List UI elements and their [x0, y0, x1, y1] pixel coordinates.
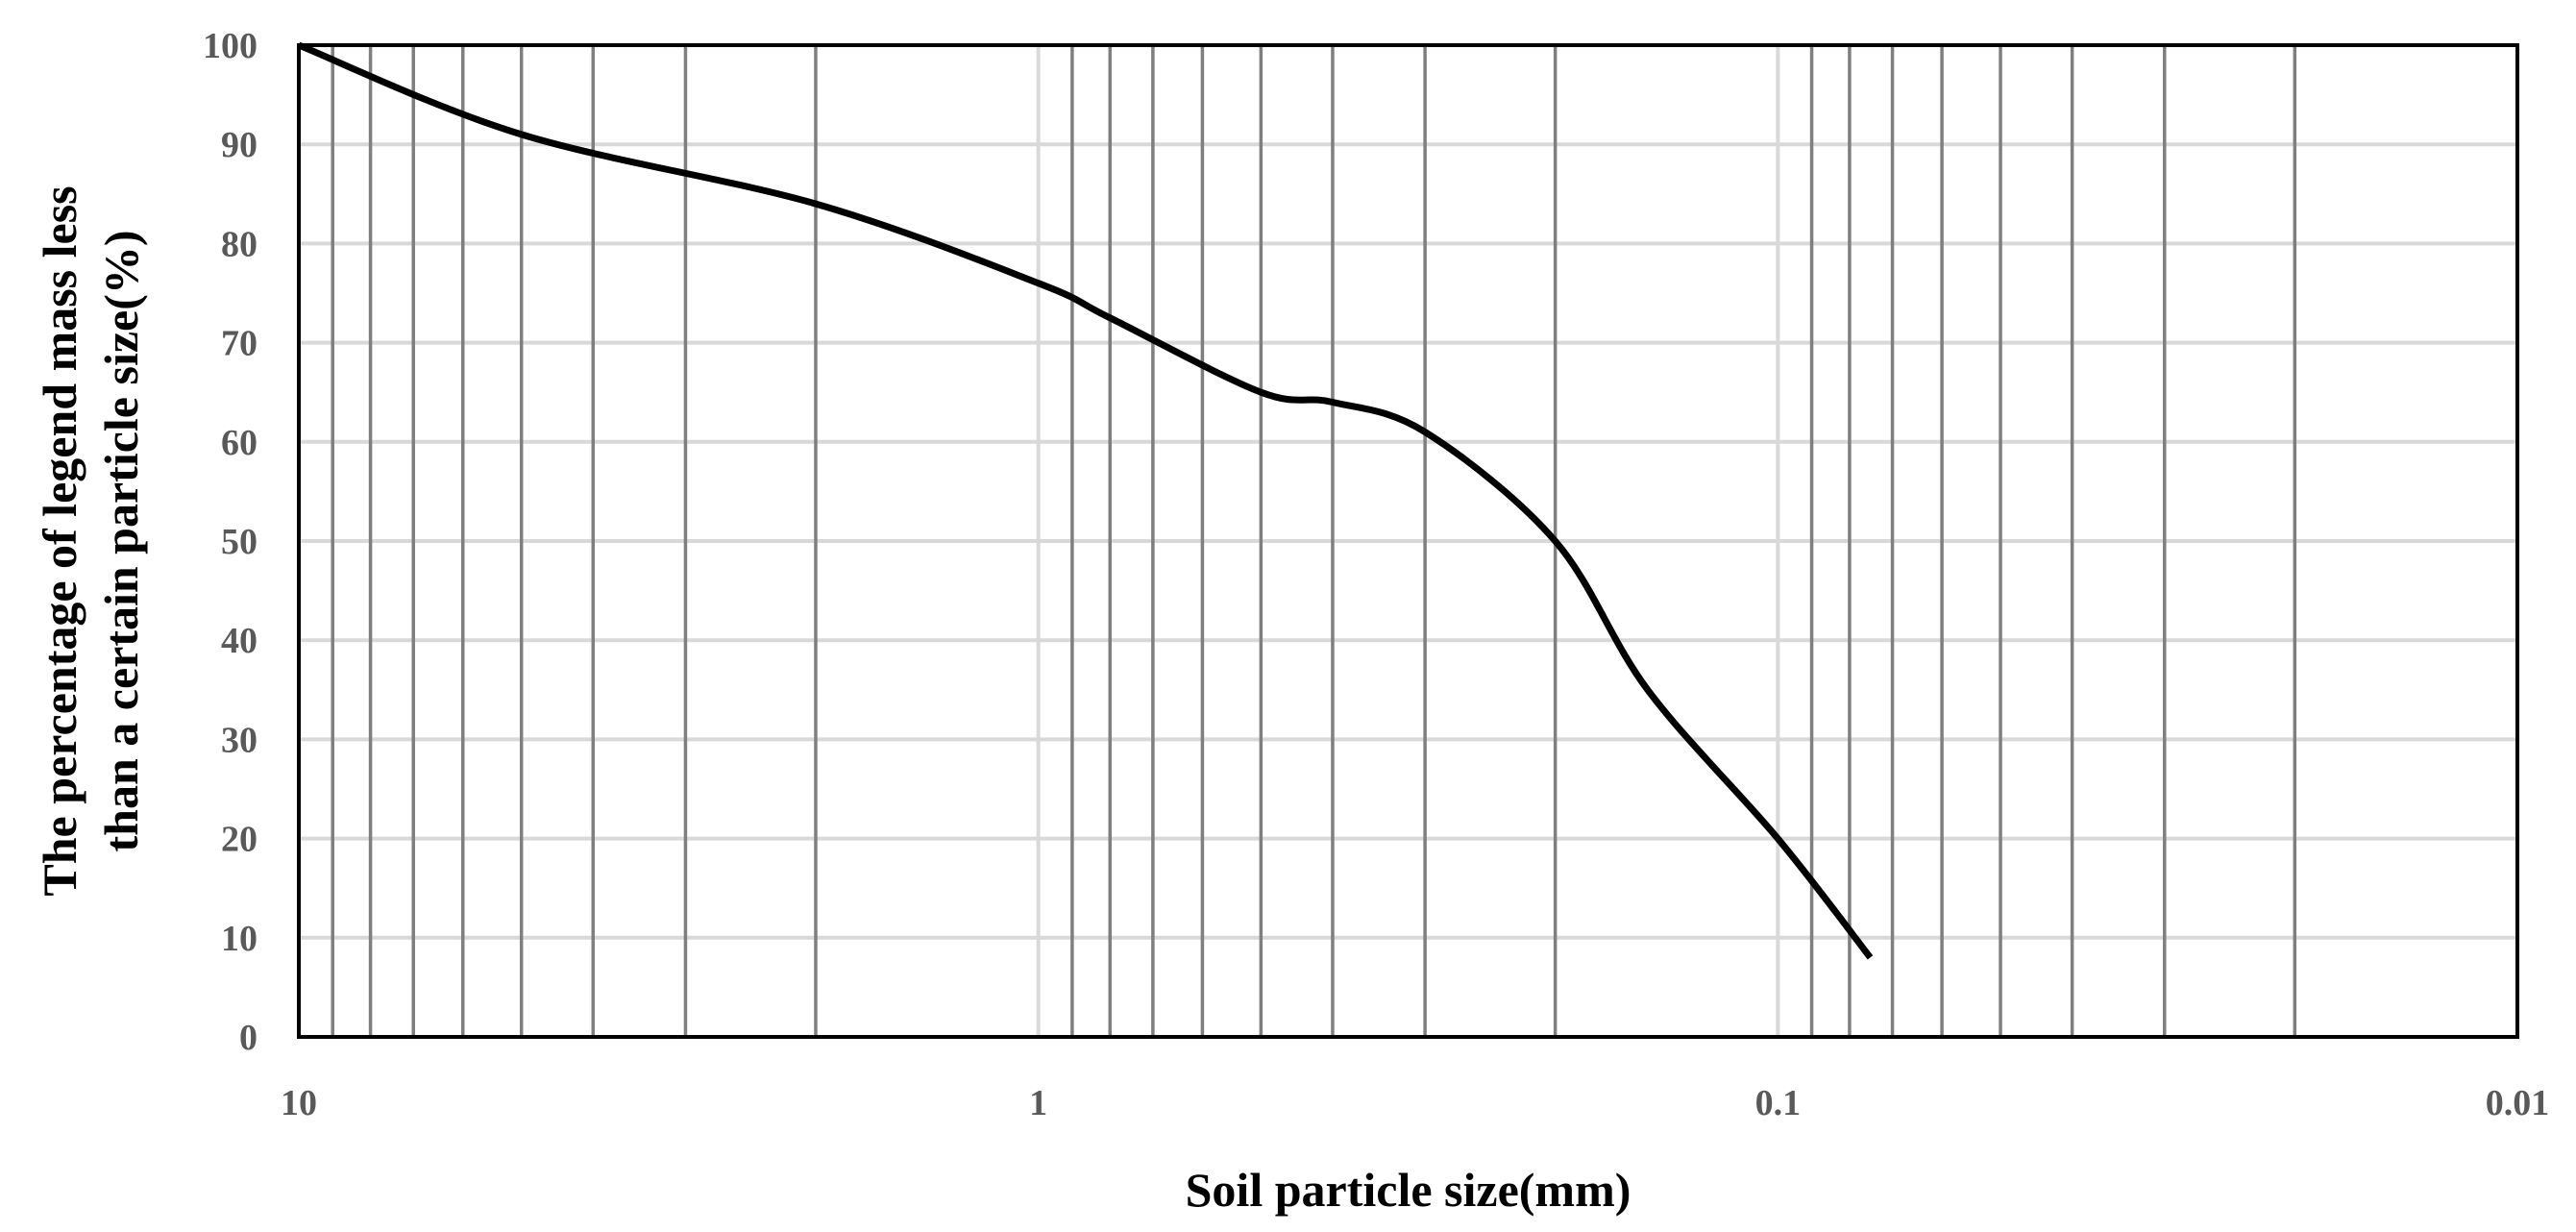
y-tick-label: 40 [221, 621, 258, 661]
x-tick-labels: 10 1 0.1 0.01 [281, 1083, 2549, 1123]
y-tick-label: 30 [221, 720, 258, 760]
y-tick-label: 50 [221, 522, 258, 562]
y-tick-labels: 0 10 20 30 40 50 60 70 80 90 100 [203, 26, 258, 1058]
y-tick-label: 10 [221, 919, 258, 959]
x-tick-label: 10 [281, 1083, 317, 1123]
y-tick-label: 20 [221, 820, 258, 860]
y-tick-label: 0 [239, 1018, 258, 1058]
y-tick-label: 70 [221, 324, 258, 364]
y-tick-label: 60 [221, 423, 258, 463]
y-tick-label: 90 [221, 125, 258, 165]
x-axis-title: Soil particle size(mm) [1186, 1163, 1631, 1217]
series-layer [297, 41, 1874, 960]
x-tick-label: 1 [1029, 1083, 1047, 1123]
x-tick-label: 0.1 [1755, 1083, 1802, 1123]
y-axis-title-line-2: than a certain particle size(%) [94, 230, 148, 851]
series-line [297, 41, 1874, 960]
grid-lines [299, 45, 2517, 1037]
y-tick-label: 80 [221, 224, 258, 264]
x-tick-label: 0.01 [2486, 1083, 2550, 1123]
y-tick-label: 100 [203, 26, 258, 66]
plot-area-frame [297, 43, 2519, 1039]
y-axis-title: The percentage of legend mass less than … [33, 185, 148, 896]
y-axis-title-line-1: The percentage of legend mass less [33, 185, 86, 896]
